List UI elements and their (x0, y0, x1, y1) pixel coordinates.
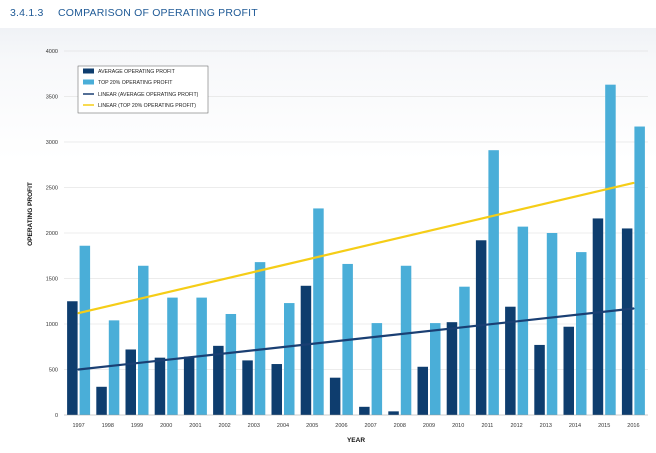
bar-average-2011 (475, 240, 487, 415)
bar-top20-2008 (400, 265, 412, 415)
x-tick-label: 2008 (394, 423, 406, 429)
bar-average-2006 (329, 377, 341, 415)
bar-top20-2002 (225, 313, 237, 415)
bar-average-1999 (125, 349, 136, 415)
bar-top20-2003 (254, 262, 266, 415)
x-tick-label: 2000 (160, 423, 172, 429)
x-tick-label: 2010 (452, 423, 464, 429)
x-tick-label: 1997 (72, 423, 84, 429)
bar-average-2016 (621, 228, 633, 415)
bar-top20-2004 (284, 303, 295, 415)
bar-top20-2009 (430, 323, 441, 415)
bar-top20-2015 (605, 84, 616, 416)
x-tick-label: 2004 (277, 423, 289, 429)
trendline-group (77, 181, 635, 371)
x-tick-label: 2009 (423, 423, 435, 429)
x-tick-label: 2005 (306, 423, 318, 429)
y-tick-label: 2000 (46, 231, 58, 237)
bar-average-2001 (183, 356, 195, 415)
header-bar: 3.4.1.3 COMPARISON OF OPERATING PROFIT (0, 0, 656, 28)
x-tick-label: 2006 (335, 423, 347, 429)
bar-top20-1997 (79, 245, 91, 415)
bar-top20-2013 (546, 233, 558, 415)
x-tick-label: 2013 (540, 423, 552, 429)
legend-swatch-average (83, 68, 94, 74)
bar-average-2012 (505, 306, 516, 415)
section-title: COMPARISON OF OPERATING PROFIT (58, 7, 258, 19)
x-tick-label: 1999 (131, 423, 143, 429)
bar-average-2007 (359, 406, 370, 415)
bar-top20-2010 (459, 286, 470, 415)
y-tick-label: 1500 (46, 277, 58, 283)
trendline-average (77, 307, 635, 371)
x-tick-label: 2012 (510, 423, 522, 429)
bar-average-2010 (446, 322, 458, 415)
legend-label-average: AVERAGE OPERATING PROFIT (98, 69, 176, 75)
bar-average-2014 (563, 326, 574, 415)
y-tick-label: 3500 (46, 95, 58, 101)
bar-average-2003 (242, 360, 253, 415)
bar-average-2013 (534, 344, 545, 415)
bar-top20-2005 (313, 208, 324, 415)
y-tick-label: 3000 (46, 140, 58, 146)
y-axis-title: OPERATING PROFIT (27, 182, 34, 246)
bar-average-2008 (388, 411, 399, 415)
bar-top20-2007 (371, 323, 383, 415)
bar-average-2015 (592, 218, 604, 415)
y-tick-label: 0 (55, 413, 58, 419)
bar-top20-2016 (634, 126, 645, 415)
legend-box (77, 65, 209, 114)
x-tick-label: 2007 (364, 423, 376, 429)
bar-top20-1999 (138, 265, 149, 415)
x-tick-label: 2002 (218, 423, 230, 429)
y-axis-ticks: 0 500 1000 1500 2000 2500 3000 3500 4000 (46, 49, 58, 419)
y-tick-label: 4000 (46, 49, 58, 55)
x-tick-label: 2001 (189, 423, 201, 429)
x-tick-label: 2014 (569, 423, 581, 429)
bar-average-2005 (300, 285, 312, 415)
legend: AVERAGE OPERATING PROFIT TOP 20% OPERATI… (77, 65, 209, 114)
bar-average-2004 (271, 364, 282, 415)
bar-group (67, 84, 645, 416)
bar-top20-1998 (108, 320, 120, 415)
x-tick-label: 1998 (102, 423, 114, 429)
legend-swatch-top20 (83, 79, 94, 85)
section-number: 3.4.1.3 (10, 7, 44, 19)
legend-label-linear-top20: LINEAR (TOP 20% OPERATING PROFIT) (98, 103, 196, 109)
legend-label-linear-average: LINEAR (AVERAGE OPERATING PROFIT) (98, 92, 199, 98)
bar-average-2000 (154, 357, 166, 415)
x-tick-label: 2015 (598, 423, 610, 429)
legend-label-top20: TOP 20% OPERATING PROFIT (98, 80, 173, 86)
x-tick-label: 2016 (627, 423, 639, 429)
x-axis-title: YEAR (347, 437, 365, 444)
x-tick-label: 2003 (248, 423, 260, 429)
bar-average-2009 (417, 366, 428, 415)
x-axis-ticks: 1997 1998 1999 2000 2001 2002 2003 2004 2005 2006… (72, 423, 639, 429)
bar-average-2002 (213, 345, 224, 415)
x-tick-label: 2011 (481, 423, 493, 429)
y-tick-label: 2500 (46, 186, 58, 192)
bar-top20-2014 (576, 252, 587, 415)
y-tick-label: 500 (49, 368, 58, 374)
bar-top20-2000 (167, 297, 178, 415)
bar-top20-2011 (488, 150, 499, 415)
bar-average-1998 (96, 386, 107, 415)
y-tick-label: 1000 (46, 322, 58, 328)
bar-average-1997 (67, 301, 78, 415)
trendline-top20 (77, 181, 635, 315)
